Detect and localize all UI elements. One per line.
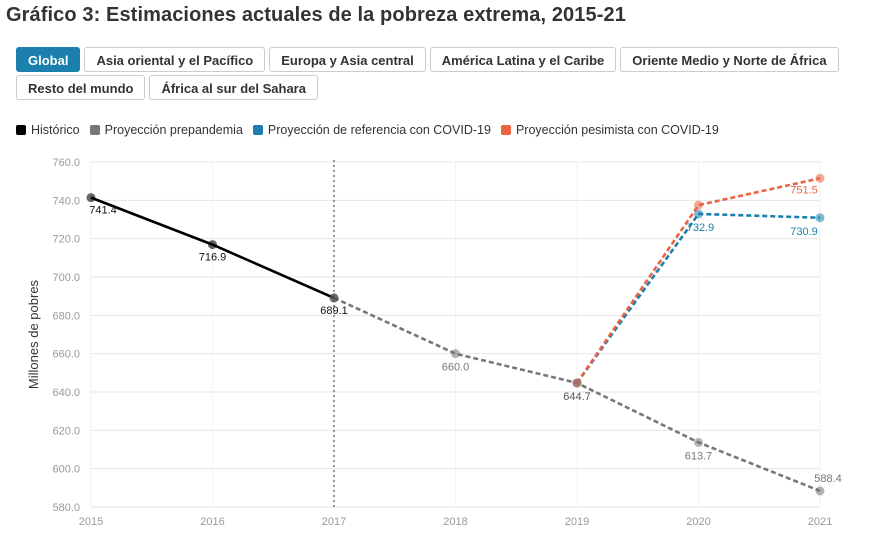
tab-resto-del-mundo[interactable]: Resto del mundo: [16, 75, 146, 100]
y-tick-label: 600.0: [52, 464, 80, 476]
data-point-historico: [86, 193, 96, 203]
data-label-prepandemia: 660.0: [442, 362, 470, 374]
data-point-prepandemia: [815, 486, 825, 496]
tab-row-2: Resto del mundo África al sur del Sahara: [16, 75, 876, 100]
y-axis-label: Millones de pobres: [26, 279, 41, 389]
data-point-pesimista: [572, 378, 582, 388]
tab-europa-asia-central[interactable]: Europa y Asia central: [269, 47, 426, 72]
tab-oriente-medio-norte-africa[interactable]: Oriente Medio y Norte de África: [620, 47, 839, 72]
tab-global[interactable]: Global: [16, 47, 81, 72]
y-tick-label: 580.0: [52, 502, 80, 514]
data-point-pesimista: [694, 200, 703, 210]
y-tick-label: 720.0: [52, 234, 80, 246]
data-point-pesimista: [815, 173, 825, 183]
data-label-pesimista: 644.7: [563, 391, 591, 403]
data-point-prepandemia: [694, 437, 703, 447]
legend-swatch-historico: [16, 125, 26, 135]
legend-item-pesimista[interactable]: Proyección pesimista con COVID-19: [500, 123, 719, 137]
x-tick-label: 2016: [200, 516, 224, 528]
tab-africa-sur-sahara[interactable]: África al sur del Sahara: [149, 75, 318, 100]
legend-item-historico[interactable]: Histórico: [16, 123, 80, 137]
x-tick-label: 2018: [443, 516, 467, 528]
x-tick-label: 2020: [686, 516, 710, 528]
tab-america-latina-caribe[interactable]: América Latina y el Caribe: [429, 47, 617, 72]
legend-label-referencia: Proyección de referencia con COVID-19: [267, 123, 491, 137]
data-point-historico: [208, 240, 217, 250]
y-tick-label: 620.0: [52, 425, 80, 437]
legend-label-prepandemia: Proyección prepandemia: [104, 123, 243, 137]
legend-label-historico: Histórico: [31, 123, 80, 137]
region-tabs: Global Asia oriental y el Pacífico Europ…: [16, 47, 876, 103]
y-tick-label: 700.0: [52, 272, 80, 284]
data-label-historico: 741.4: [89, 205, 117, 217]
legend-item-referencia[interactable]: Proyección de referencia con COVID-19: [252, 123, 491, 137]
legend-item-prepandemia[interactable]: Proyección prepandemia: [89, 123, 243, 137]
data-label-prepandemia: 613.7: [685, 450, 713, 462]
chart-title: Gráfico 3: Estimaciones actuales de la p…: [6, 4, 626, 26]
data-point-prepandemia: [451, 349, 460, 359]
y-tick-label: 680.0: [52, 310, 80, 322]
legend-swatch-pesimista: [500, 125, 511, 135]
data-label-historico: 716.9: [199, 252, 227, 264]
tab-asia-oriental-pacifico[interactable]: Asia oriental y el Pacífico: [84, 47, 266, 72]
data-label-prepandemia: 588.4: [814, 473, 842, 485]
legend-label-pesimista: Proyección pesimista con COVID-19: [515, 123, 719, 137]
y-tick-label: 740.0: [52, 195, 80, 207]
tab-row-1: Global Asia oriental y el Pacífico Europ…: [16, 47, 876, 72]
legend-swatch-prepandemia: [89, 125, 100, 135]
data-label-historico: 689.1: [320, 305, 348, 317]
data-point-prepandemia: [329, 293, 339, 303]
data-label-referencia: 732.9: [687, 222, 715, 234]
y-tick-label: 660.0: [52, 349, 80, 361]
data-label-pesimista: 751.5: [790, 184, 818, 196]
x-tick-label: 2019: [565, 516, 589, 528]
y-tick-label: 760.0: [52, 157, 80, 169]
legend-swatch-referencia: [252, 125, 263, 135]
x-tick-label: 2015: [79, 516, 103, 528]
chart-legend: Histórico Proyección prepandemia Proyecc…: [16, 123, 719, 137]
data-point-referencia: [815, 213, 825, 223]
series-line-pesimista: [575, 177, 821, 384]
x-tick-label: 2017: [322, 516, 346, 528]
y-tick-label: 640.0: [52, 387, 80, 399]
data-point-referencia: [694, 209, 703, 219]
x-tick-label: 2021: [808, 516, 832, 528]
data-label-referencia: 730.9: [790, 226, 818, 238]
